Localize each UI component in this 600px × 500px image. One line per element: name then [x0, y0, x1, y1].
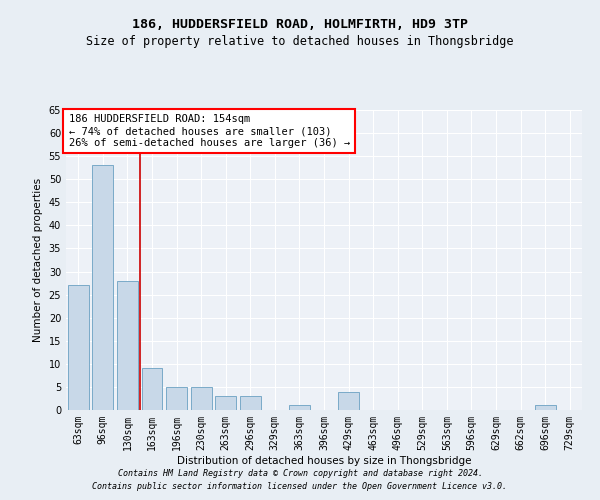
Bar: [215, 396, 236, 410]
Bar: [191, 387, 212, 410]
X-axis label: Distribution of detached houses by size in Thongsbridge: Distribution of detached houses by size …: [177, 456, 471, 466]
Text: Contains public sector information licensed under the Open Government Licence v3: Contains public sector information licen…: [92, 482, 508, 491]
Bar: [92, 166, 113, 410]
Bar: [142, 368, 163, 410]
Text: 186, HUDDERSFIELD ROAD, HOLMFIRTH, HD9 3TP: 186, HUDDERSFIELD ROAD, HOLMFIRTH, HD9 3…: [132, 18, 468, 30]
Text: Size of property relative to detached houses in Thongsbridge: Size of property relative to detached ho…: [86, 35, 514, 48]
Bar: [535, 406, 556, 410]
Text: Contains HM Land Registry data © Crown copyright and database right 2024.: Contains HM Land Registry data © Crown c…: [118, 468, 482, 477]
Bar: [117, 281, 138, 410]
Text: 186 HUDDERSFIELD ROAD: 154sqm
← 74% of detached houses are smaller (103)
26% of : 186 HUDDERSFIELD ROAD: 154sqm ← 74% of d…: [68, 114, 350, 148]
Bar: [338, 392, 359, 410]
Bar: [166, 387, 187, 410]
Bar: [289, 406, 310, 410]
Y-axis label: Number of detached properties: Number of detached properties: [33, 178, 43, 342]
Bar: [68, 286, 89, 410]
Bar: [240, 396, 261, 410]
